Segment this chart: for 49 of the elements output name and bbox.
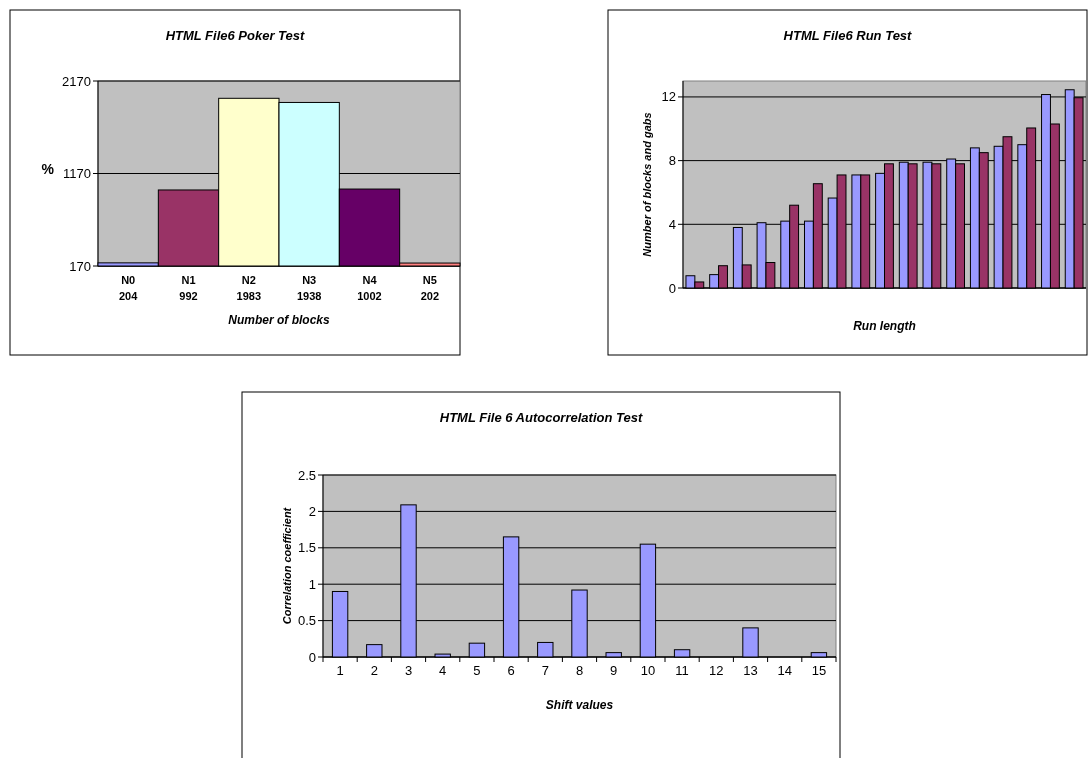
x-axis-title: Run length bbox=[853, 319, 916, 333]
x-tick-label: 13 bbox=[743, 663, 758, 678]
x-tick-label: N3 bbox=[302, 274, 317, 286]
x-tick-label: 3 bbox=[404, 663, 413, 678]
x-tick-label: 8 bbox=[575, 663, 584, 678]
data-label: 1002 bbox=[357, 290, 382, 302]
y-tick-label: 0 bbox=[668, 280, 676, 296]
data-label: 202 bbox=[420, 290, 440, 302]
x-tick-label: 2 bbox=[370, 663, 378, 678]
x-tick-label: 10 bbox=[640, 663, 656, 678]
x-tick-label: 11 bbox=[675, 663, 689, 678]
y-tick-label: 2.5 bbox=[297, 467, 316, 483]
x-tick-label: 5 bbox=[473, 663, 481, 678]
x-tick-label: N1 bbox=[181, 274, 196, 286]
y-tick-label: 2 bbox=[308, 503, 316, 519]
y-tick-label: 0.5 bbox=[297, 613, 316, 629]
x-tick-label: 7 bbox=[541, 663, 549, 678]
x-tick-label: 15 bbox=[811, 663, 827, 678]
data-label: 992 bbox=[179, 290, 198, 302]
x-tick-label: 6 bbox=[507, 663, 515, 678]
y-tick-label: 12 bbox=[661, 89, 676, 105]
chart-title: HTML File 6 Autocorrelation Test bbox=[439, 410, 643, 425]
x-tick-label: N2 bbox=[241, 274, 256, 286]
y-axis-title: Number of blocks and gabs bbox=[641, 112, 653, 257]
y-tick-label: 8 bbox=[668, 153, 676, 169]
y-tick-label: 0 bbox=[308, 649, 316, 665]
x-tick-label: 4 bbox=[439, 663, 447, 678]
chart-title: HTML File6 Poker Test bbox=[165, 28, 306, 43]
x-tick-label: 1 bbox=[336, 663, 344, 678]
x-tick-label: N4 bbox=[362, 274, 378, 286]
x-axis-title: Shift values bbox=[545, 698, 614, 712]
x-tick-label: N0 bbox=[121, 274, 136, 286]
y-tick-label: 2170 bbox=[62, 73, 91, 89]
x-tick-label: 12 bbox=[709, 663, 724, 678]
data-label: 1983 bbox=[236, 290, 262, 302]
y-tick-label: 1170 bbox=[63, 166, 91, 182]
y-tick-label: 4 bbox=[668, 216, 676, 232]
y-axis-title: Correlation coefficient bbox=[281, 506, 293, 625]
y-axis-title: % bbox=[41, 160, 55, 177]
x-tick-label: N5 bbox=[422, 274, 437, 286]
x-axis-title: Number of blocks bbox=[228, 313, 330, 327]
y-tick-label: 1.5 bbox=[297, 540, 316, 556]
chart-title: HTML File6 Run Test bbox=[783, 28, 913, 43]
data-label: 204 bbox=[118, 290, 139, 302]
data-label: 1938 bbox=[296, 290, 322, 302]
y-tick-label: 1 bbox=[308, 576, 316, 592]
x-tick-label: 9 bbox=[610, 663, 618, 678]
y-tick-label: 170 bbox=[69, 258, 91, 274]
x-tick-label: 14 bbox=[777, 663, 792, 678]
